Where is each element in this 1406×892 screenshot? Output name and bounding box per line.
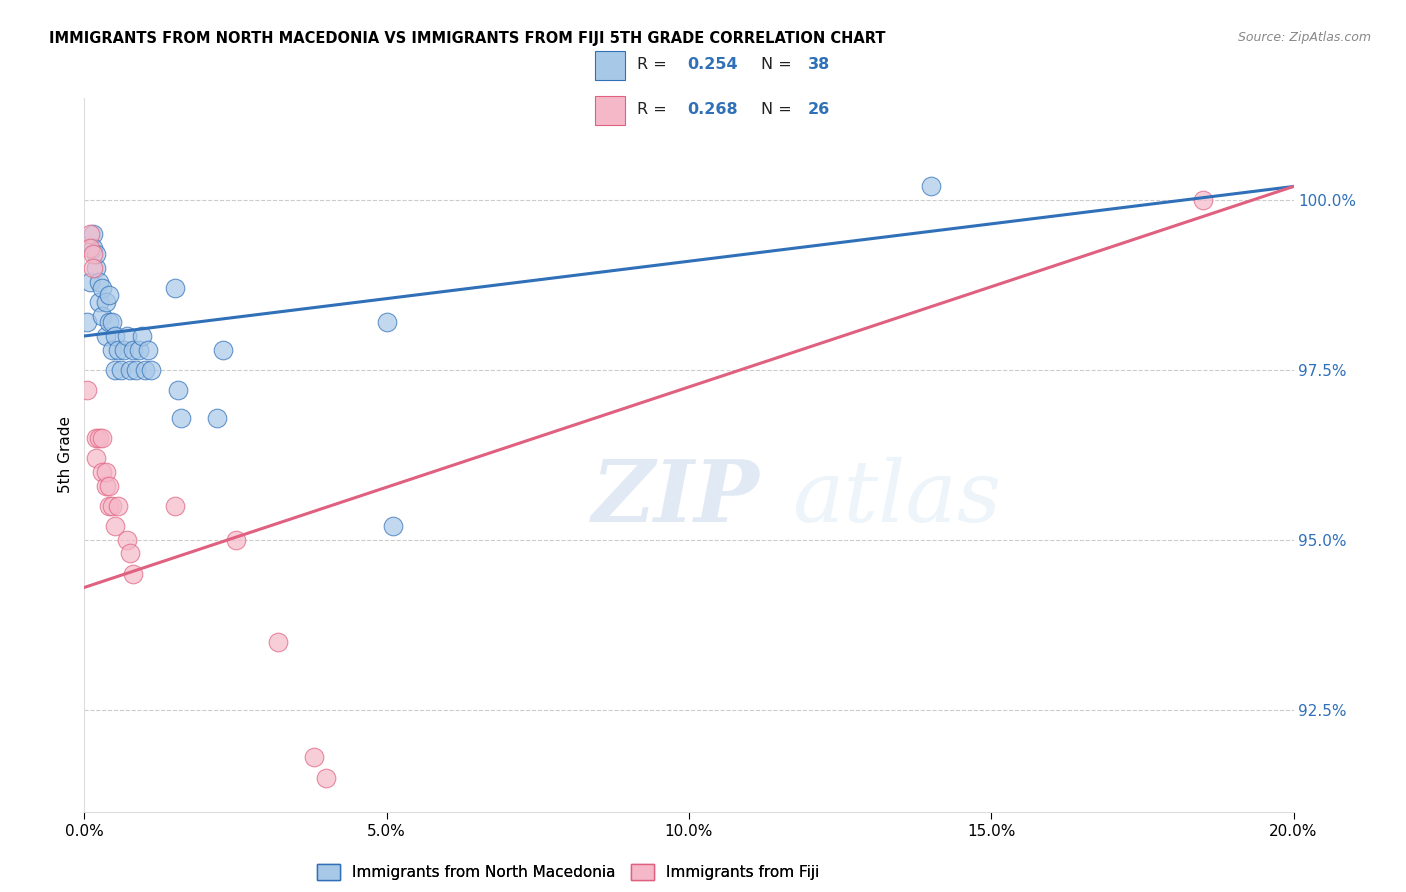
Point <box>86 451 108 466</box>
Point <box>86 247 108 261</box>
Point <box>107 343 129 357</box>
Text: atlas: atlas <box>792 457 1001 539</box>
Point <box>267 635 290 649</box>
Text: 38: 38 <box>808 57 830 72</box>
Text: Source: ZipAtlas.com: Source: ZipAtlas.com <box>1237 31 1371 45</box>
Point <box>212 343 235 357</box>
Point <box>100 315 122 329</box>
Point <box>207 410 229 425</box>
Point <box>225 533 247 547</box>
Point <box>100 343 122 357</box>
Point <box>121 566 143 581</box>
Bar <box>595 51 624 79</box>
Point <box>115 533 138 547</box>
Point <box>381 519 404 533</box>
Text: 0.254: 0.254 <box>688 57 738 72</box>
Point <box>97 478 120 492</box>
Point <box>97 499 120 513</box>
Point <box>91 281 114 295</box>
Point <box>104 329 127 343</box>
Point <box>86 431 108 445</box>
Point <box>170 410 193 425</box>
Point <box>125 363 148 377</box>
Point <box>121 343 143 357</box>
Point <box>79 227 101 241</box>
Point <box>136 343 159 357</box>
Point <box>82 247 104 261</box>
Point <box>86 260 108 275</box>
Point <box>94 329 117 343</box>
Point <box>118 363 141 377</box>
Point <box>375 315 398 329</box>
Text: R =: R = <box>637 102 672 117</box>
Point <box>79 241 101 255</box>
Point <box>94 465 117 479</box>
Point <box>94 478 117 492</box>
Point <box>89 295 111 310</box>
Point <box>1192 193 1215 207</box>
Point <box>91 431 114 445</box>
Point <box>89 431 111 445</box>
Text: N =: N = <box>761 102 797 117</box>
Point <box>89 275 111 289</box>
Point <box>91 465 114 479</box>
Point <box>165 499 187 513</box>
Point <box>139 363 162 377</box>
Point <box>82 241 104 255</box>
Point <box>91 309 114 323</box>
Point <box>82 227 104 241</box>
Point <box>94 295 117 310</box>
Legend: Immigrants from North Macedonia, Immigrants from Fiji: Immigrants from North Macedonia, Immigra… <box>311 858 825 886</box>
Text: 26: 26 <box>808 102 830 117</box>
Text: ZIP: ZIP <box>592 456 761 540</box>
Point <box>167 384 190 398</box>
Text: R =: R = <box>637 57 672 72</box>
Point <box>104 519 127 533</box>
Point <box>315 771 337 785</box>
Point <box>131 329 153 343</box>
Point <box>76 315 98 329</box>
Point <box>97 288 120 302</box>
Point <box>115 329 138 343</box>
Y-axis label: 5th Grade: 5th Grade <box>58 417 73 493</box>
Point <box>97 315 120 329</box>
Point <box>79 275 101 289</box>
Point <box>82 260 104 275</box>
Text: IMMIGRANTS FROM NORTH MACEDONIA VS IMMIGRANTS FROM FIJI 5TH GRADE CORRELATION CH: IMMIGRANTS FROM NORTH MACEDONIA VS IMMIG… <box>49 31 886 46</box>
Point <box>134 363 156 377</box>
Point <box>112 343 135 357</box>
Text: N =: N = <box>761 57 797 72</box>
Point <box>302 750 325 764</box>
Point <box>920 179 942 194</box>
Point <box>100 499 122 513</box>
Point <box>104 363 127 377</box>
Point <box>165 281 187 295</box>
Point <box>110 363 132 377</box>
Text: 0.268: 0.268 <box>688 102 738 117</box>
Point <box>107 499 129 513</box>
Point <box>76 384 98 398</box>
Point <box>118 546 141 560</box>
Point <box>128 343 150 357</box>
Bar <box>595 96 624 125</box>
